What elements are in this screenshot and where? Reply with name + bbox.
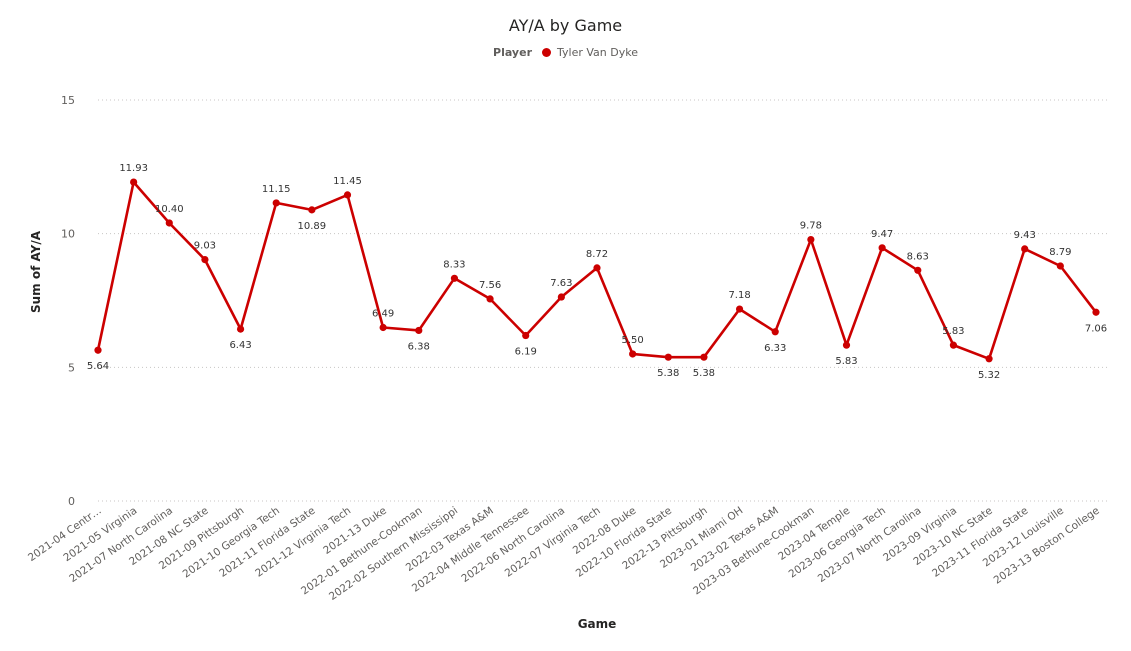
legend-title: Player (493, 46, 532, 59)
data-label: 5.32 (978, 370, 1000, 381)
data-point[interactable] (664, 353, 672, 361)
legend-item-series-0[interactable]: Tyler Van Dyke (541, 46, 638, 59)
data-point[interactable] (629, 350, 637, 358)
data-point[interactable] (807, 235, 815, 244)
y-tick-label: 5 (68, 361, 75, 374)
data-label: 11.93 (119, 163, 148, 174)
data-point[interactable] (308, 206, 316, 214)
data-point[interactable] (557, 293, 565, 301)
data-label: 7.06 (1085, 323, 1107, 334)
data-point[interactable] (379, 323, 387, 332)
data-point[interactable] (1092, 308, 1100, 316)
data-label: 5.38 (657, 368, 679, 379)
data-label: 7.18 (728, 290, 750, 301)
data-label: 6.38 (408, 341, 430, 352)
data-label: 11.45 (333, 176, 362, 187)
data-point[interactable] (94, 346, 102, 354)
y-tick-label: 0 (68, 495, 75, 508)
data-label: 8.33 (443, 259, 465, 270)
series-layer (94, 178, 1100, 363)
data-point[interactable] (735, 305, 744, 313)
data-point[interactable] (236, 325, 245, 333)
data-label: 10.40 (155, 204, 184, 215)
data-label: 10.89 (298, 221, 327, 232)
data-label: 8.72 (586, 249, 608, 260)
data-label: 9.78 (800, 221, 822, 232)
data-label: 5.83 (835, 356, 857, 367)
data-point[interactable] (130, 178, 138, 186)
legend-label-series-0: Tyler Van Dyke (557, 46, 638, 59)
data-label: 5.64 (87, 361, 109, 372)
data-label: 8.79 (1049, 247, 1071, 258)
data-point[interactable] (914, 266, 922, 274)
y-tick-label: 10 (61, 228, 75, 241)
data-label: 9.03 (194, 241, 216, 252)
data-label: 9.47 (871, 229, 893, 240)
y-axis-ticks: 0 5 10 15 (61, 94, 75, 508)
data-label: 6.49 (372, 309, 394, 320)
data-point[interactable] (842, 341, 851, 349)
data-point[interactable] (593, 264, 601, 272)
data-point[interactable] (878, 244, 886, 252)
data-label: 5.50 (622, 335, 644, 346)
data-label: 5.83 (942, 326, 964, 337)
legend-marker-icon (541, 48, 551, 57)
data-point[interactable] (1021, 245, 1029, 253)
data-label: 8.63 (907, 251, 929, 262)
data-label: 6.43 (229, 340, 251, 351)
data-point[interactable] (415, 326, 423, 335)
data-label: 11.15 (262, 184, 291, 195)
data-point[interactable] (343, 191, 352, 199)
data-label: 9.43 (1014, 230, 1036, 241)
x-axis-title: Game (578, 617, 617, 631)
data-point[interactable] (201, 255, 209, 264)
data-label: 5.38 (693, 368, 715, 379)
chart-title: AY/A by Game (508, 16, 623, 35)
data-label: 6.33 (764, 343, 786, 354)
data-point[interactable] (949, 341, 958, 349)
data-point[interactable] (486, 295, 494, 303)
data-point[interactable] (985, 355, 993, 363)
data-point[interactable] (771, 328, 779, 336)
data-point[interactable] (1056, 262, 1064, 270)
data-point[interactable] (700, 353, 708, 361)
data-label: 6.19 (515, 347, 537, 358)
data-point[interactable] (165, 219, 173, 227)
y-axis-title: Sum of AY/A (29, 230, 43, 313)
data-labels: 5.64 11.93 10.40 9.03 6.43 11.15 10.89 11.45 6.4… (87, 163, 1107, 381)
data-point[interactable] (272, 199, 280, 207)
data-label: 7.63 (550, 278, 572, 289)
legend: Player Tyler Van Dyke (0, 46, 1131, 59)
data-label: 7.56 (479, 280, 501, 291)
data-point[interactable] (450, 274, 459, 282)
y-tick-label: 15 (61, 94, 75, 107)
data-point[interactable] (522, 331, 530, 340)
